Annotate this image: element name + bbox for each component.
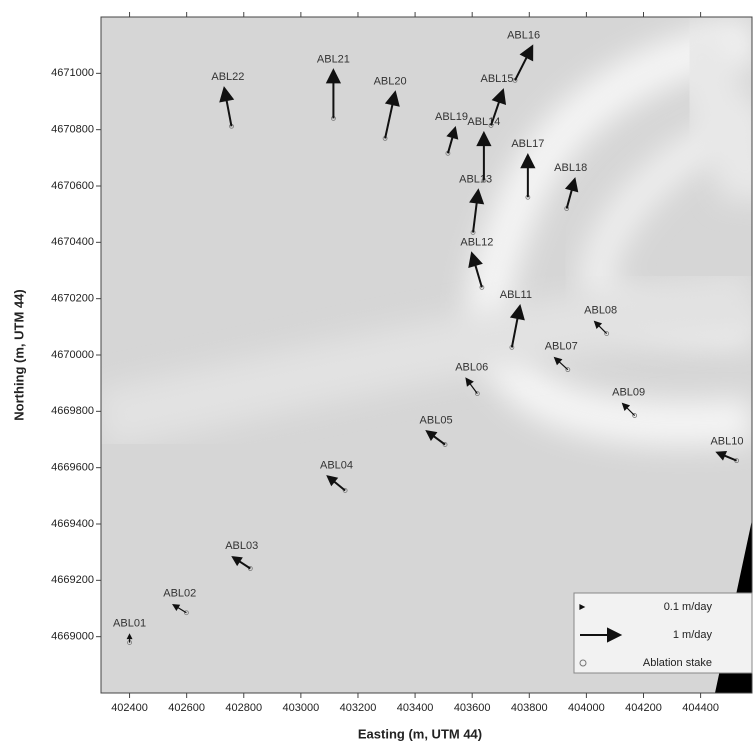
stake-label: ABL04 [320,459,353,471]
y-tick-label: 4671000 [51,67,94,79]
stake-label: ABL06 [455,361,488,373]
y-tick-label: 4670400 [51,236,94,248]
stake-label: ABL12 [460,236,493,248]
stake-label: ABL11 [500,289,532,301]
stake-label: ABL09 [612,386,645,398]
x-tick-label: 402800 [225,702,262,714]
y-tick-label: 4670800 [51,124,94,136]
legend-label: 1 m/day [673,629,713,641]
x-tick-label: 403000 [283,702,320,714]
chart: 0.1 m/day 1 m/day Ablation stake Easting (… [0,0,753,745]
y-tick-label: 4669800 [51,405,94,417]
x-tick-label: 404000 [568,702,605,714]
stake-label: ABL14 [467,116,500,128]
y-tick-label: 4669200 [51,574,94,586]
stake-label: ABL15 [481,73,514,85]
x-tick-label: 404400 [682,702,719,714]
map-background [101,17,752,693]
y-tick-label: 4669000 [51,631,94,643]
y-tick-label: 4670200 [51,293,94,305]
x-axis-title: Easting (m, UTM 44) [358,726,482,741]
stake-label: ABL20 [374,75,407,87]
stake-label: ABL21 [317,53,350,65]
stake-label: ABL08 [584,304,617,316]
x-tick-label: 402600 [168,702,205,714]
x-tick-label: 403800 [511,702,548,714]
stake-label: ABL17 [511,138,544,150]
y-tick-label: 4669600 [51,462,94,474]
legend-label: 0.1 m/day [664,601,713,613]
legend-label: Ablation stake [643,657,712,669]
stake-label: ABL03 [225,540,258,552]
x-tick-label: 404200 [625,702,662,714]
y-tick-label: 4670600 [51,180,94,192]
stake-label: ABL18 [554,162,587,174]
stake-label: ABL13 [459,173,492,185]
y-axis-title: Northing (m, UTM 44) [11,289,26,420]
stake-label: ABL02 [163,588,196,600]
x-tick-label: 403400 [397,702,434,714]
stake-label: ABL19 [435,111,468,123]
legend: 0.1 m/day 1 m/day Ablation stake [574,593,752,673]
x-tick-label: 402400 [111,702,148,714]
x-tick-label: 403600 [454,702,491,714]
stake-label: ABL07 [545,341,578,353]
x-tick-label: 403200 [340,702,377,714]
stake-label: ABL16 [507,29,540,41]
y-tick-label: 4670000 [51,349,94,361]
stake-label: ABL05 [420,414,453,426]
y-tick-label: 4669400 [51,518,94,530]
stake-label: ABL10 [710,436,743,448]
stake-label: ABL01 [113,617,146,629]
stake-label: ABL22 [211,71,244,83]
